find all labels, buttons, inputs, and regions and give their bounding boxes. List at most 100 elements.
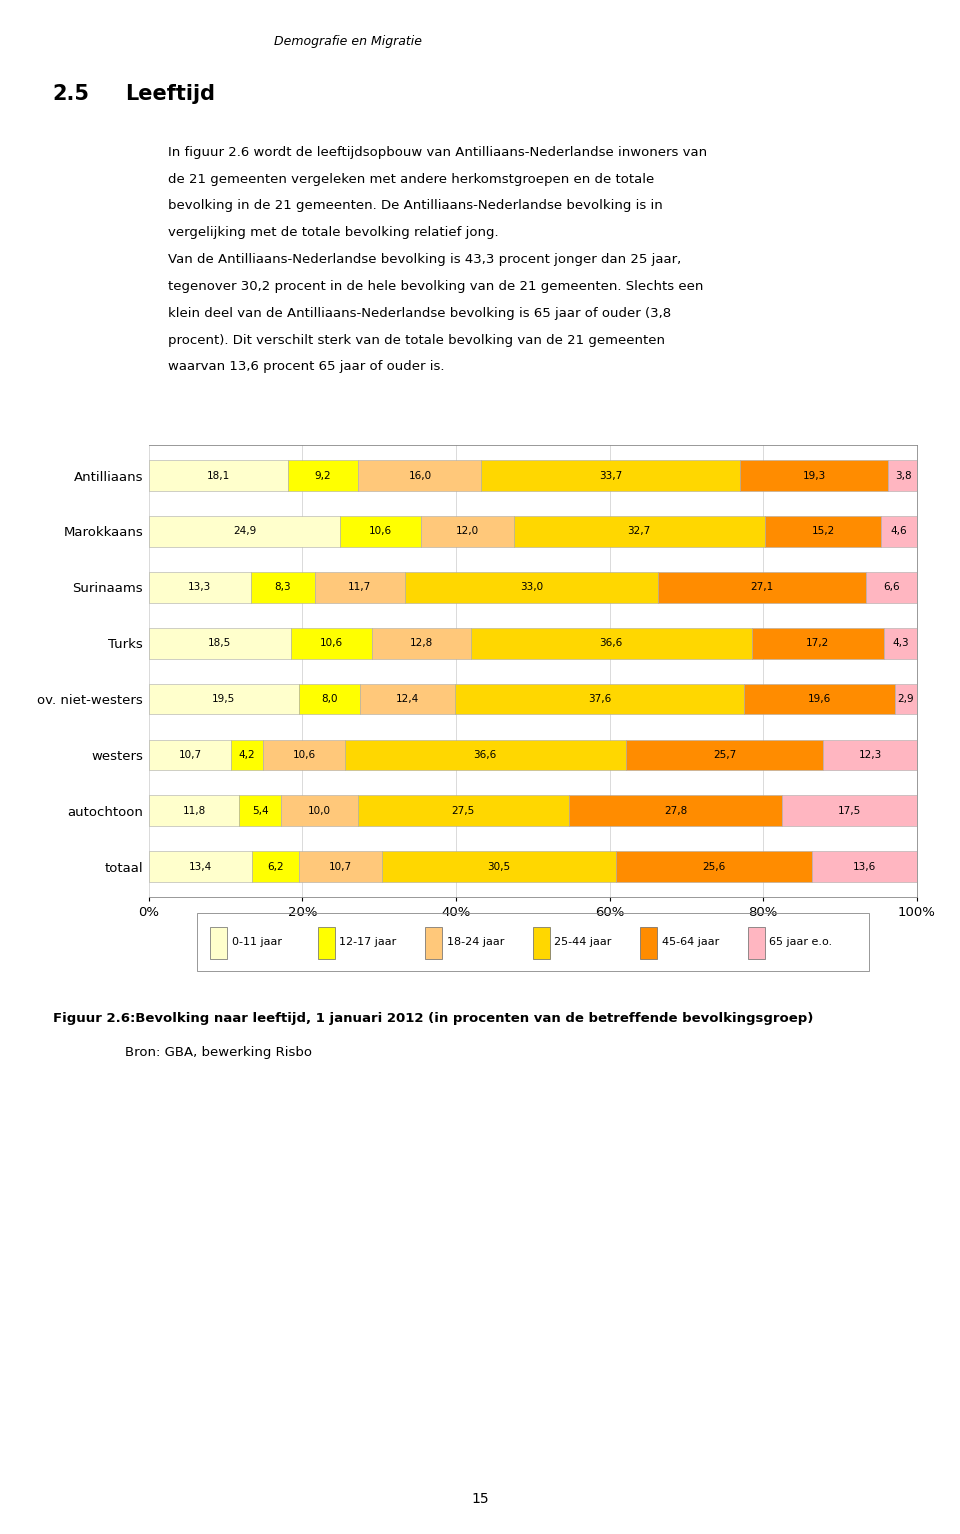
Text: 27,5: 27,5 bbox=[451, 805, 475, 816]
Bar bbox=[291, 627, 372, 658]
Text: 4,3: 4,3 bbox=[892, 638, 908, 649]
Text: 32,7: 32,7 bbox=[628, 526, 651, 537]
Bar bbox=[640, 927, 658, 959]
Bar bbox=[381, 851, 615, 882]
Text: 18,5: 18,5 bbox=[208, 638, 231, 649]
Text: vergelijking met de totale bevolking relatief jong.: vergelijking met de totale bevolking rel… bbox=[168, 225, 498, 239]
Bar bbox=[149, 739, 231, 770]
Bar bbox=[481, 460, 740, 491]
Text: Demografie en Migratie: Demografie en Migratie bbox=[274, 35, 421, 48]
Bar bbox=[740, 460, 888, 491]
Bar bbox=[149, 627, 291, 658]
Text: In figuur 2.6 wordt de leeftijdsopbouw van Antilliaans-Nederlandse inwoners van: In figuur 2.6 wordt de leeftijdsopbouw v… bbox=[168, 146, 708, 158]
Text: 18-24 jaar: 18-24 jaar bbox=[446, 937, 504, 946]
Bar bbox=[765, 515, 881, 546]
Bar bbox=[470, 627, 752, 658]
Text: 10,6: 10,6 bbox=[320, 638, 343, 649]
Text: 11,7: 11,7 bbox=[348, 583, 372, 592]
Text: 36,6: 36,6 bbox=[599, 638, 623, 649]
Text: 12-17 jaar: 12-17 jaar bbox=[339, 937, 396, 946]
Text: klein deel van de Antilliaans-Nederlandse bevolking is 65 jaar of ouder (3,8: klein deel van de Antilliaans-Nederlands… bbox=[168, 307, 671, 319]
Text: de 21 gemeenten vergeleken met andere herkomstgroepen en de totale: de 21 gemeenten vergeleken met andere he… bbox=[168, 172, 655, 186]
Bar bbox=[358, 796, 569, 827]
Text: 65 jaar e.o.: 65 jaar e.o. bbox=[769, 937, 832, 946]
Text: 10,0: 10,0 bbox=[308, 805, 331, 816]
Text: 4,2: 4,2 bbox=[239, 750, 255, 759]
Text: 25,7: 25,7 bbox=[712, 750, 736, 759]
Text: 4,6: 4,6 bbox=[891, 526, 907, 537]
Bar bbox=[658, 572, 866, 603]
Bar bbox=[372, 627, 470, 658]
Text: 6,6: 6,6 bbox=[883, 583, 900, 592]
Text: bevolking in de 21 gemeenten. De Antilliaans-Nederlandse bevolking is in: bevolking in de 21 gemeenten. De Antilli… bbox=[168, 199, 662, 212]
Text: 18,1: 18,1 bbox=[206, 471, 230, 480]
Text: 6,2: 6,2 bbox=[267, 862, 284, 871]
Text: 33,7: 33,7 bbox=[599, 471, 622, 480]
Bar bbox=[149, 515, 340, 546]
Text: 13,4: 13,4 bbox=[188, 862, 212, 871]
Text: 10,6: 10,6 bbox=[370, 526, 393, 537]
Bar bbox=[421, 515, 514, 546]
Text: 45-64 jaar: 45-64 jaar bbox=[661, 937, 719, 946]
Text: 24,9: 24,9 bbox=[232, 526, 256, 537]
Text: 2.5: 2.5 bbox=[53, 84, 90, 104]
Bar bbox=[404, 572, 658, 603]
Bar bbox=[149, 460, 288, 491]
Bar bbox=[615, 851, 812, 882]
Text: 15: 15 bbox=[471, 1493, 489, 1506]
Bar bbox=[895, 684, 917, 715]
Bar bbox=[514, 515, 765, 546]
Text: 13,6: 13,6 bbox=[852, 862, 876, 871]
Bar bbox=[149, 684, 299, 715]
Bar bbox=[569, 796, 782, 827]
Bar bbox=[884, 627, 917, 658]
Bar bbox=[744, 684, 895, 715]
Bar bbox=[425, 927, 442, 959]
Text: 8,3: 8,3 bbox=[275, 583, 291, 592]
Bar bbox=[752, 627, 884, 658]
Bar bbox=[358, 460, 481, 491]
Bar bbox=[231, 739, 263, 770]
Text: Figuur 2.6:: Figuur 2.6: bbox=[53, 1012, 135, 1025]
Text: 25,6: 25,6 bbox=[703, 862, 726, 871]
Bar bbox=[345, 739, 626, 770]
Text: 27,8: 27,8 bbox=[664, 805, 687, 816]
Text: 0-11 jaar: 0-11 jaar bbox=[231, 937, 281, 946]
Text: 15,2: 15,2 bbox=[811, 526, 835, 537]
Bar bbox=[360, 684, 455, 715]
Bar bbox=[881, 515, 917, 546]
Text: 37,6: 37,6 bbox=[588, 693, 612, 704]
Bar bbox=[239, 796, 281, 827]
Text: 12,0: 12,0 bbox=[456, 526, 479, 537]
Text: 27,1: 27,1 bbox=[751, 583, 774, 592]
Text: 12,8: 12,8 bbox=[410, 638, 433, 649]
Text: 19,5: 19,5 bbox=[212, 693, 235, 704]
Bar bbox=[288, 460, 358, 491]
Text: 12,4: 12,4 bbox=[396, 693, 420, 704]
Bar bbox=[318, 927, 334, 959]
Bar bbox=[823, 739, 918, 770]
Bar bbox=[210, 927, 228, 959]
Bar bbox=[812, 851, 917, 882]
Bar bbox=[251, 572, 315, 603]
Text: procent). Dit verschilt sterk van de totale bevolking van de 21 gemeenten: procent). Dit verschilt sterk van de tot… bbox=[168, 334, 665, 347]
Text: 10,6: 10,6 bbox=[293, 750, 316, 759]
Text: 5,4: 5,4 bbox=[252, 805, 269, 816]
Text: 11,8: 11,8 bbox=[182, 805, 205, 816]
Text: 30,5: 30,5 bbox=[487, 862, 510, 871]
Text: 16,0: 16,0 bbox=[408, 471, 431, 480]
Text: 3,8: 3,8 bbox=[895, 471, 911, 480]
Text: tegenover 30,2 procent in de hele bevolking van de 21 gemeenten. Slechts een: tegenover 30,2 procent in de hele bevolk… bbox=[168, 279, 704, 293]
Text: 36,6: 36,6 bbox=[473, 750, 497, 759]
Text: 25-44 jaar: 25-44 jaar bbox=[554, 937, 612, 946]
Bar bbox=[300, 851, 381, 882]
Bar bbox=[315, 572, 404, 603]
Text: 33,0: 33,0 bbox=[519, 583, 542, 592]
Bar bbox=[626, 739, 823, 770]
Bar bbox=[866, 572, 917, 603]
Bar bbox=[149, 796, 239, 827]
Text: Bevolking naar leeftijd, 1 januari 2012 (in procenten van de betreffende bevolki: Bevolking naar leeftijd, 1 januari 2012 … bbox=[126, 1012, 813, 1025]
Bar bbox=[782, 796, 917, 827]
Bar bbox=[533, 927, 549, 959]
Text: 10,7: 10,7 bbox=[179, 750, 202, 759]
